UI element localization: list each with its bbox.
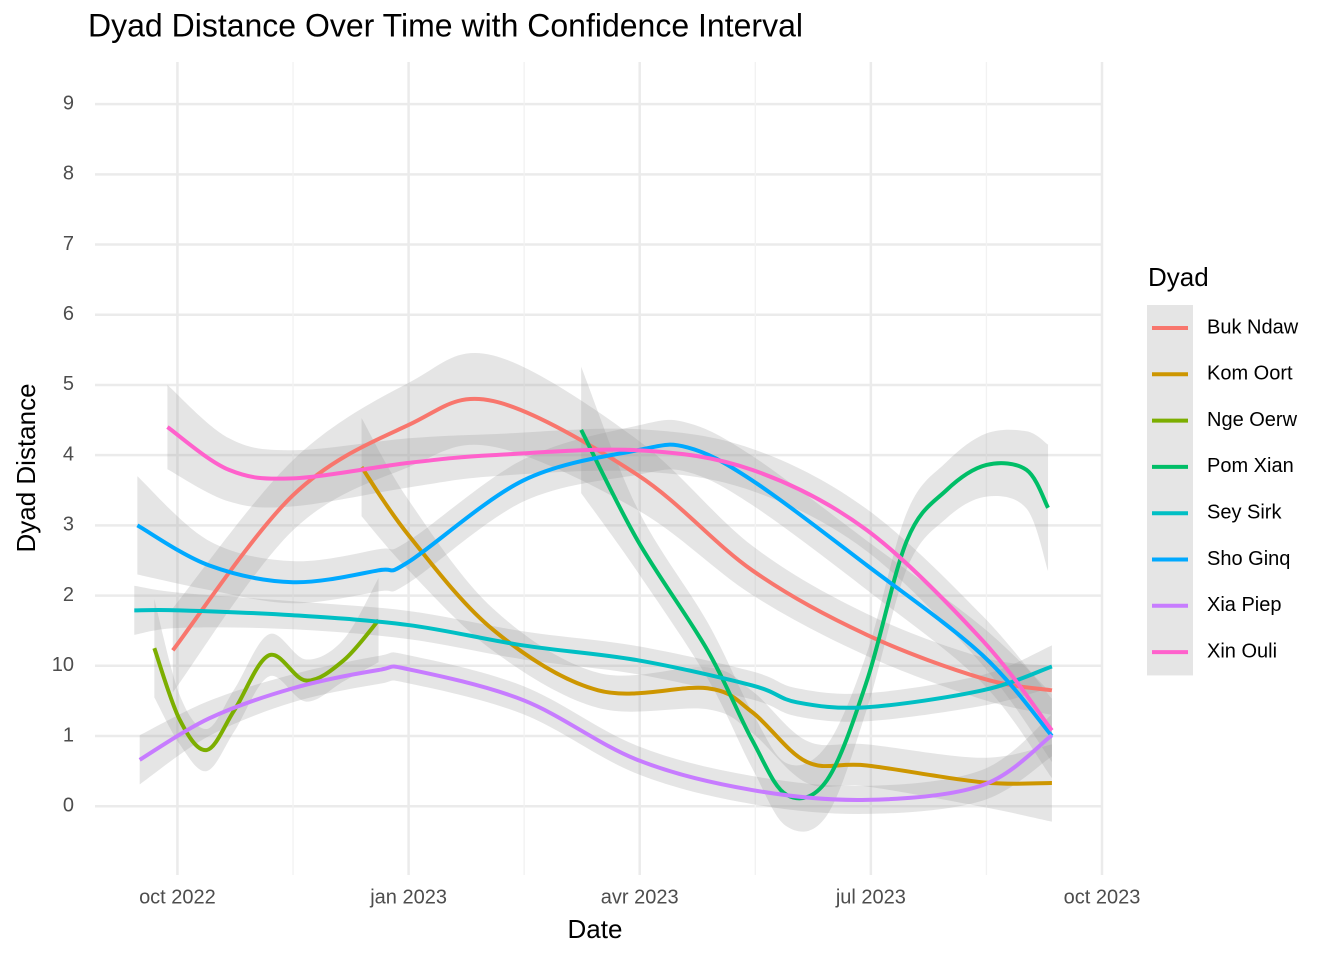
x-tick-label: oct 2022: [139, 886, 216, 908]
legend-key-background: [1147, 305, 1193, 676]
y-tick-label: 10: [52, 654, 74, 676]
x-tick-label: avr 2023: [601, 886, 679, 908]
confidence-band: [581, 366, 1049, 832]
line: [138, 664, 1054, 802]
legend-label: Xin Ouli: [1207, 640, 1277, 662]
confidence-band: [137, 419, 1052, 779]
y-tick-label: 4: [63, 443, 74, 465]
line: [152, 618, 381, 753]
line: [136, 442, 1054, 738]
line: [166, 425, 1054, 732]
y-tick-label: 9: [63, 92, 74, 114]
x-tick-label: jul 2023: [835, 886, 906, 908]
confidence-band: [154, 578, 379, 772]
x-tick-label: jan 2023: [369, 886, 447, 908]
y-tick-label: 6: [63, 303, 74, 325]
line: [359, 465, 1052, 786]
legend-label: Buk Ndaw: [1207, 316, 1299, 338]
chart-title: Dyad Distance Over Time with Confidence …: [88, 7, 803, 43]
confidence-band: [139, 652, 1052, 814]
y-tick-label: 5: [63, 373, 74, 395]
legend-title: Dyad: [1148, 262, 1209, 292]
x-tick-label: oct 2023: [1064, 886, 1141, 908]
y-tick-label: 7: [63, 233, 74, 255]
y-tick-label: 3: [63, 514, 74, 536]
y-tick-label: 8: [63, 163, 74, 185]
legend-label: Xia Piep: [1207, 594, 1282, 616]
x-axis-title: Date: [568, 914, 623, 944]
y-tick-label: 1: [63, 724, 74, 746]
legend-label: Nge Oerw: [1207, 409, 1298, 431]
line: [134, 607, 1053, 710]
legend-label: Sho Ginq: [1207, 548, 1290, 570]
line: [171, 396, 1053, 693]
confidence-band: [172, 352, 1052, 715]
legend-label: Sey Sirk: [1207, 501, 1282, 523]
legend-label: Pom Xian: [1207, 455, 1294, 477]
y-tick-label: 0: [63, 794, 74, 816]
confidence-band: [167, 384, 1052, 762]
y-tick-label: 2: [63, 584, 74, 606]
legend-label: Kom Oort: [1207, 363, 1293, 385]
line: [579, 428, 1050, 801]
y-axis-title: Dyad Distance: [11, 383, 41, 552]
